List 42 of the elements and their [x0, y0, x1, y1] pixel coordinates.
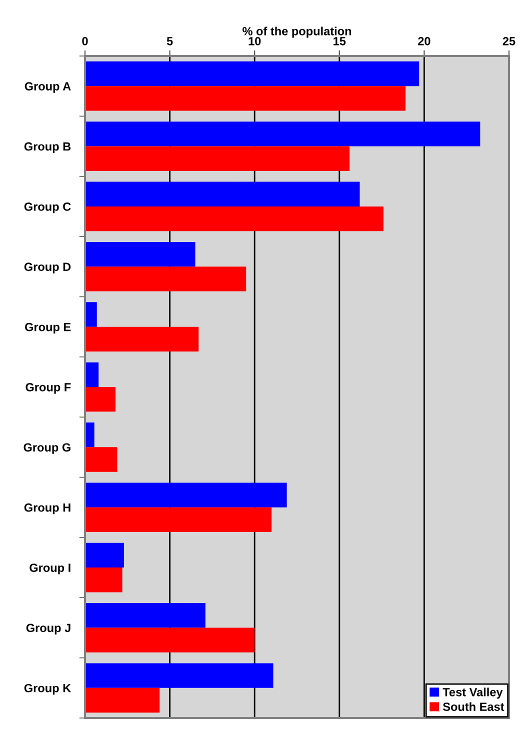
bar: [85, 206, 384, 232]
bar: [85, 182, 360, 206]
bar: [85, 603, 206, 628]
y-tick-label: Group I: [30, 564, 70, 574]
bar: [85, 242, 196, 267]
legend-label: Test Valley: [442, 688, 503, 699]
y-tick-label: Group H: [24, 503, 70, 514]
bar: [85, 86, 406, 111]
y-tick-label: Group F: [26, 383, 71, 394]
x-tick-label: 25: [502, 36, 516, 46]
bar: [85, 507, 272, 532]
bar: [85, 61, 420, 86]
x-axis-title: % of the population: [242, 26, 352, 38]
bar: [85, 628, 255, 652]
bar: [85, 302, 97, 327]
x-tick-label: 20: [418, 36, 430, 46]
x-tick-label: 10: [248, 36, 261, 46]
bar: [85, 422, 94, 448]
y-tick-label: Group J: [26, 624, 70, 634]
y-tick-label: Group C: [24, 202, 71, 214]
bar: [85, 663, 274, 688]
bar: [85, 362, 99, 387]
bar: [85, 447, 118, 472]
y-tick-label: Group A: [24, 82, 71, 93]
bar: [85, 482, 287, 508]
x-tick-label: 5: [166, 37, 173, 46]
y-tick-label: Group G: [24, 443, 70, 454]
y-tick-label: Group D: [24, 262, 71, 274]
bar: [85, 146, 350, 171]
bar: [85, 122, 480, 146]
y-tick-label: Group K: [24, 684, 72, 695]
bar: [85, 387, 116, 412]
bar: [85, 266, 246, 292]
bar: [85, 568, 122, 592]
bar: [85, 688, 160, 713]
bar: [85, 542, 124, 568]
legend-label: South East: [442, 702, 504, 711]
x-tick-label: 0: [82, 36, 88, 46]
x-tick-label: 15: [334, 37, 346, 46]
y-tick-label: Group E: [25, 322, 71, 334]
y-tick-label: Group B: [24, 142, 71, 153]
bar: [85, 326, 199, 352]
